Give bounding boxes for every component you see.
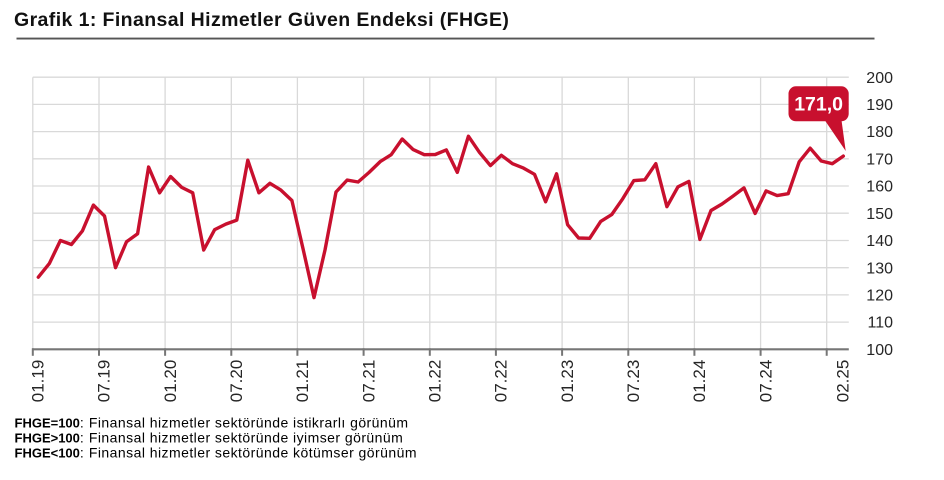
svg-text:07.19: 07.19 (95, 360, 114, 403)
svg-text:FHGE>100: Finansal hizmetler s: FHGE>100: Finansal hizmetler sektöründe … (15, 430, 404, 446)
svg-text:190: 190 (866, 97, 893, 114)
svg-text:120: 120 (866, 288, 893, 305)
svg-text:200: 200 (866, 70, 893, 87)
svg-text:180: 180 (866, 124, 893, 141)
svg-text:07.21: 07.21 (359, 360, 378, 403)
svg-text:110: 110 (867, 315, 893, 332)
svg-text:07.24: 07.24 (756, 360, 775, 403)
svg-text:FHGE<100: Finansal hizmetler s: FHGE<100: Finansal hizmetler sektöründe … (15, 445, 417, 461)
svg-text:01.24: 01.24 (690, 360, 709, 403)
svg-text:100: 100 (866, 342, 893, 359)
svg-text:140: 140 (866, 233, 893, 250)
svg-text:Grafik 1: Finansal Hizmetler G: Grafik 1: Finansal Hizmetler Güven Endek… (14, 9, 509, 31)
svg-text:160: 160 (866, 179, 893, 196)
svg-text:150: 150 (866, 206, 893, 223)
svg-text:01.19: 01.19 (29, 360, 48, 403)
svg-text:130: 130 (866, 260, 893, 277)
svg-text:01.21: 01.21 (293, 360, 312, 403)
svg-text:07.20: 07.20 (227, 360, 246, 403)
svg-text:07.23: 07.23 (624, 360, 643, 403)
svg-text:01.22: 01.22 (426, 360, 445, 403)
svg-text:FHGE=100: Finansal hizmetler s: FHGE=100: Finansal hizmetler sektöründe … (15, 415, 409, 431)
svg-text:171,0: 171,0 (794, 94, 843, 116)
svg-text:02.25: 02.25 (834, 360, 853, 403)
svg-text:170: 170 (866, 151, 893, 168)
svg-text:01.23: 01.23 (558, 360, 577, 403)
svg-text:07.22: 07.22 (492, 360, 511, 403)
svg-text:01.20: 01.20 (161, 360, 180, 403)
